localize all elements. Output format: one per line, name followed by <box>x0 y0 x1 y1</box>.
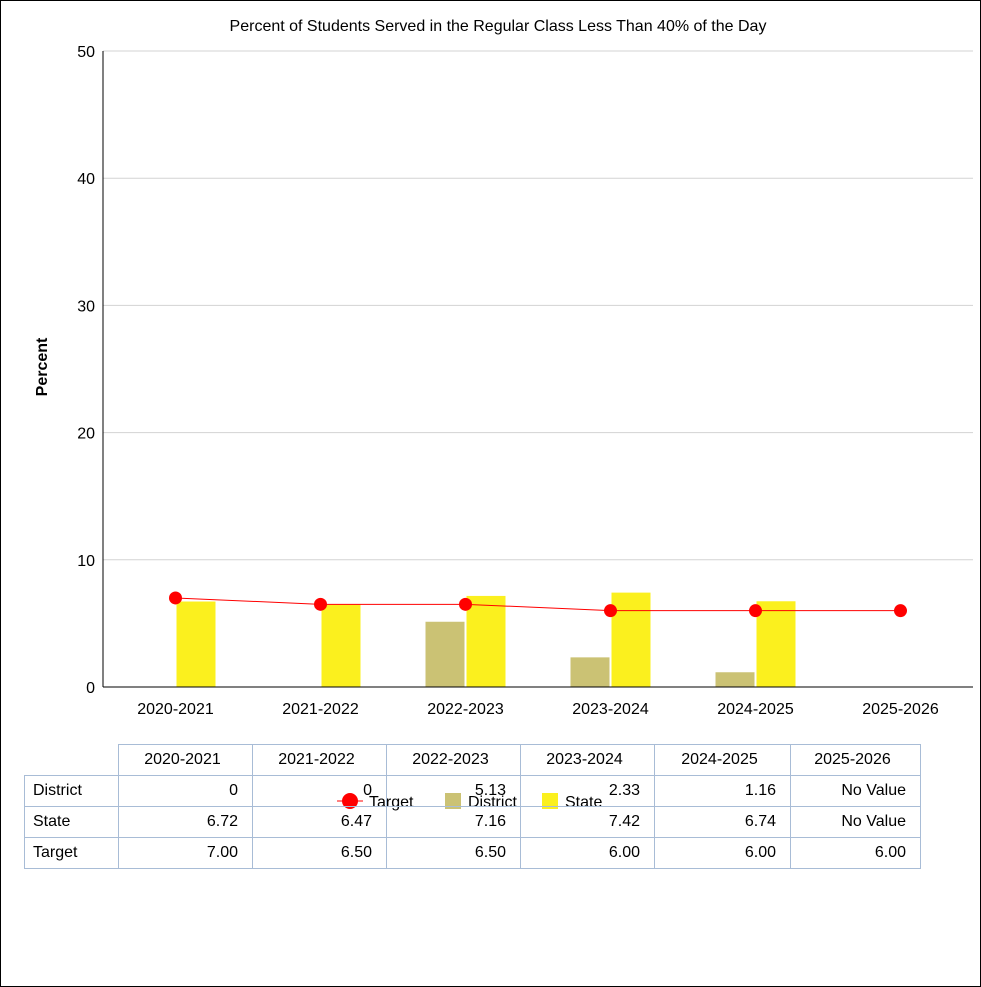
x-tick-label: 2020-2021 <box>137 701 214 718</box>
table-cell: 6.47 <box>252 806 387 838</box>
y-tick-labels: 0 10 20 30 40 50 <box>77 44 95 697</box>
bar-district-2023-2024 <box>570 657 610 687</box>
table-cell: 6.50 <box>386 837 521 869</box>
point-target-2025-2026 <box>894 604 907 618</box>
x-tick-label: 2022-2023 <box>427 701 504 718</box>
point-target-2021-2022 <box>314 597 327 611</box>
table-cell: 6.72 <box>118 806 253 838</box>
table-column-header: 2025-2026 <box>790 744 921 776</box>
table-cell: 6.00 <box>654 837 791 869</box>
y-tick-label: 30 <box>77 298 95 315</box>
bar-state-2020-2021 <box>176 601 216 687</box>
table-column-header: 2021-2022 <box>252 744 387 776</box>
point-target-2024-2025 <box>749 604 762 618</box>
table-column-header: 2020-2021 <box>118 744 253 776</box>
line-target <box>175 597 901 612</box>
table-cell: 6.74 <box>654 806 791 838</box>
gridlines <box>103 50 973 561</box>
table-body: District 0 0 5.13 2.33 1.16 No Value State 6.72 6… <box>24 775 921 869</box>
axes <box>102 51 973 688</box>
bar-district-2022-2023 <box>425 621 465 687</box>
table-cell: 7.00 <box>118 837 253 869</box>
table-cell: 2.33 <box>520 775 655 807</box>
table-row-label: Target <box>24 837 119 869</box>
x-tick-label: 2025-2026 <box>862 701 939 718</box>
table-cell: 6.00 <box>790 837 921 869</box>
y-tick-label: 0 <box>86 680 95 697</box>
y-tick-label: 20 <box>77 426 95 443</box>
table-cell: 6.50 <box>252 837 387 869</box>
table-row: State 6.72 6.47 7.16 7.42 6.74 No Value <box>24 806 921 838</box>
table-cell: 7.16 <box>386 806 521 838</box>
point-target-2023-2024 <box>604 604 617 618</box>
y-tick-label: 10 <box>77 553 95 570</box>
table-cell: 0 <box>252 775 387 807</box>
table-row: District 0 0 5.13 2.33 1.16 No Value <box>24 775 921 807</box>
x-tick-label: 2024-2025 <box>717 701 794 718</box>
x-tick-labels: 2020-2021 2021-2022 2022-2023 2023-2024 2024… <box>137 701 939 718</box>
y-tick-label: 50 <box>77 44 95 61</box>
table-cell: 0 <box>118 775 253 807</box>
table-cell: No Value <box>790 806 921 838</box>
bar-state-2023-2024 <box>611 592 651 687</box>
table-header-row: 2020-2021 2021-2022 2022-2023 2023-2024 2024… <box>24 744 921 776</box>
table-row-label: State <box>24 806 119 838</box>
bars <box>176 592 796 687</box>
table-row-label: District <box>24 775 119 807</box>
table-column-header: 2023-2024 <box>520 744 655 776</box>
table-cell: No Value <box>790 775 921 807</box>
table-cell: 1.16 <box>654 775 791 807</box>
table-column-header: 2024-2025 <box>654 744 791 776</box>
table-cell: 7.42 <box>520 806 655 838</box>
x-tick-label: 2021-2022 <box>282 701 359 718</box>
table-column-header: 2022-2023 <box>386 744 521 776</box>
bar-state-2022-2023 <box>466 595 506 687</box>
bar-district-2024-2025 <box>715 672 755 687</box>
bar-state-2021-2022 <box>321 604 361 687</box>
table-cell: 5.13 <box>386 775 521 807</box>
y-tick-label: 40 <box>77 171 95 188</box>
target-line <box>169 591 907 618</box>
point-target-2022-2023 <box>459 597 472 611</box>
point-target-2020-2021 <box>169 591 182 605</box>
bar-state-2024-2025 <box>756 601 796 687</box>
chart-title: Percent of Students Served in the Regula… <box>230 18 767 35</box>
y-axis-title: Percent <box>34 337 51 396</box>
table-row: Target 7.00 6.50 6.50 6.00 6.00 6.00 <box>24 837 921 869</box>
data-table: 2020-2021 2021-2022 2022-2023 2023-2024 2024… <box>24 744 921 869</box>
x-tick-label: 2023-2024 <box>572 701 649 718</box>
table-cell: 6.00 <box>520 837 655 869</box>
table-corner <box>24 744 119 776</box>
